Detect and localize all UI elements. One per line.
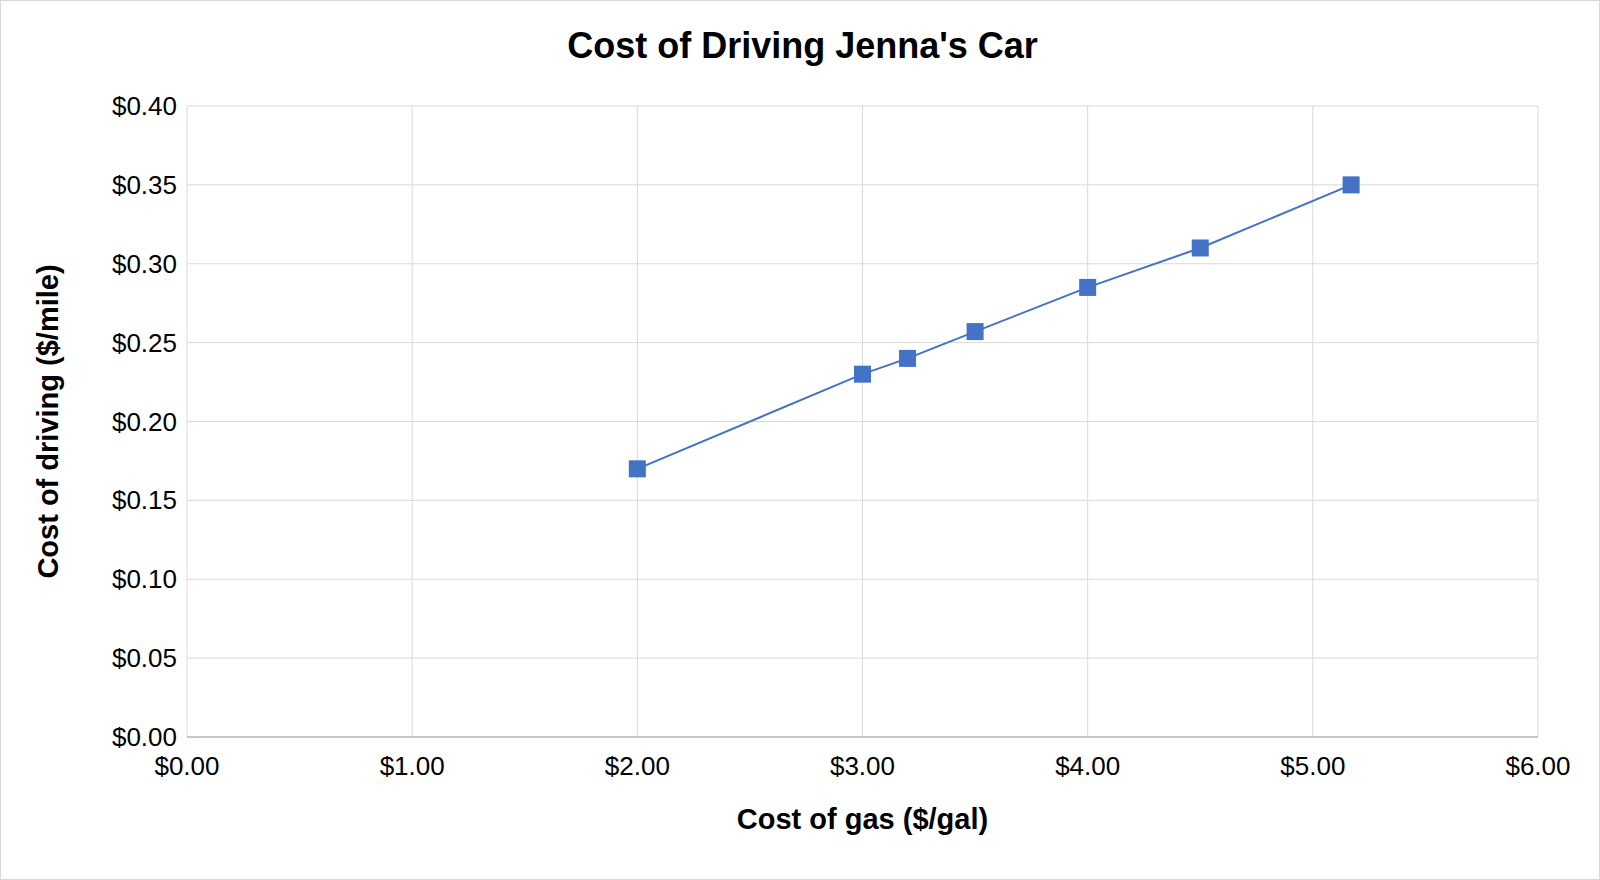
chart-title: Cost of Driving Jenna's Car bbox=[567, 25, 1038, 66]
series-marker bbox=[1079, 279, 1096, 296]
x-grid-line bbox=[1538, 106, 1539, 737]
x-axis-line bbox=[187, 736, 1538, 738]
chart: Cost of Driving Jenna's Car $0.00 $0.05 $0.… bbox=[0, 0, 1600, 880]
x-grid-line bbox=[862, 106, 863, 737]
x-tick-label: $0.00 bbox=[154, 751, 219, 781]
y-axis-title: Cost of driving ($/mile) bbox=[32, 264, 64, 578]
x-grid-line bbox=[187, 106, 188, 737]
x-tick-label: $5.00 bbox=[1280, 751, 1345, 781]
y-tick-label: $0.00 bbox=[112, 722, 177, 752]
y-tick-label: $0.05 bbox=[112, 643, 177, 673]
x-tick-label: $1.00 bbox=[380, 751, 445, 781]
y-tick-label: $0.30 bbox=[112, 249, 177, 279]
y-tick-label: $0.20 bbox=[112, 407, 177, 437]
x-axis-title: Cost of gas ($/gal) bbox=[737, 803, 988, 835]
series-marker bbox=[1343, 176, 1360, 193]
x-tick-label: $3.00 bbox=[830, 751, 895, 781]
x-tick-label: $2.00 bbox=[605, 751, 670, 781]
grid bbox=[187, 106, 1538, 737]
y-tick-label: $0.35 bbox=[112, 170, 177, 200]
chart-root: Cost of Driving Jenna's Car $0.00 $0.05 $0.… bbox=[0, 0, 1600, 880]
series-marker bbox=[854, 366, 871, 383]
series-marker bbox=[967, 323, 984, 340]
series-marker bbox=[899, 350, 916, 367]
y-tick-label: $0.25 bbox=[112, 328, 177, 358]
series-line bbox=[637, 185, 1351, 469]
x-grid-line bbox=[637, 106, 638, 737]
chart-border bbox=[1, 1, 1600, 880]
x-grid-line bbox=[1087, 106, 1088, 737]
series bbox=[629, 176, 1360, 477]
x-tick-label: $4.00 bbox=[1055, 751, 1120, 781]
y-tick-label: $0.15 bbox=[112, 485, 177, 515]
y-grid-line bbox=[187, 737, 1538, 738]
y-tick-label: $0.40 bbox=[112, 91, 177, 121]
series-marker bbox=[1192, 239, 1209, 256]
y-tick-label: $0.10 bbox=[112, 564, 177, 594]
x-tick-label: $6.00 bbox=[1505, 751, 1570, 781]
x-grid-line bbox=[412, 106, 413, 737]
series-marker bbox=[629, 460, 646, 477]
